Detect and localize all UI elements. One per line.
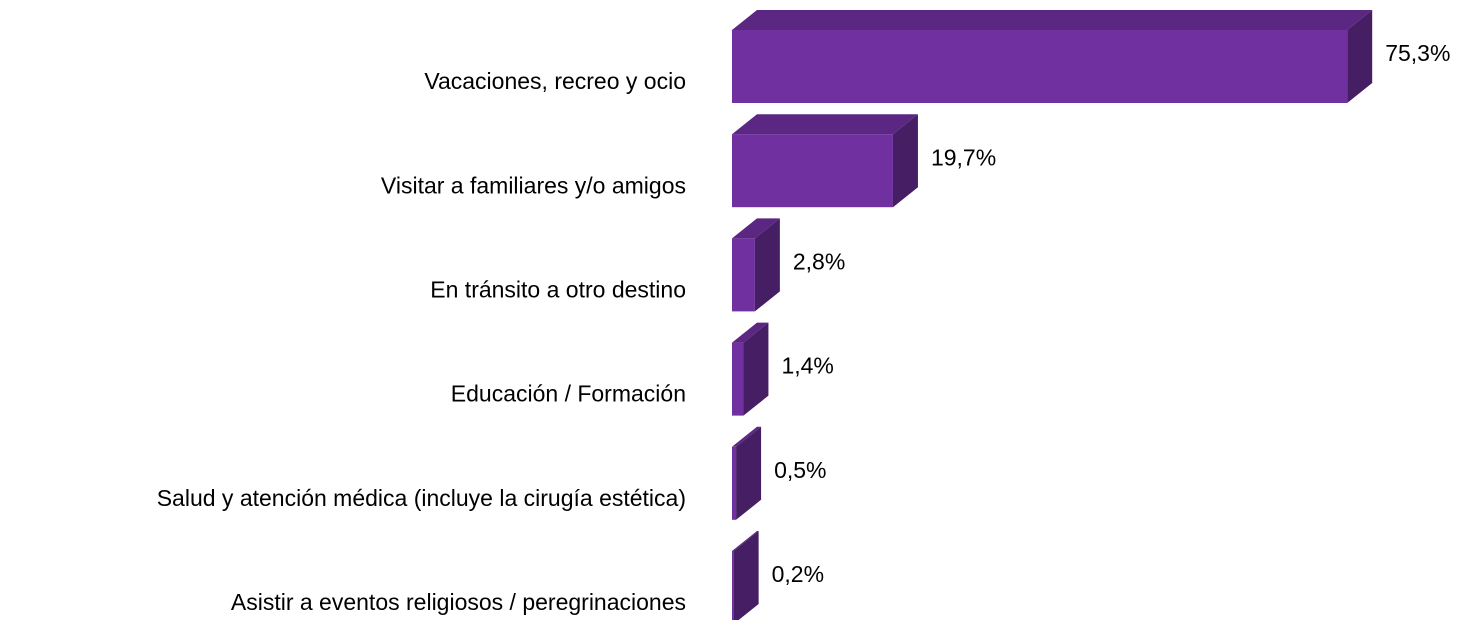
- value-label: 0,2%: [772, 561, 824, 587]
- value-label: 75,3%: [1385, 40, 1450, 66]
- bar: [732, 426, 762, 520]
- y-tick-label: Visitar a familiares y/o amigos: [381, 172, 686, 198]
- y-tick-label: Educación / Formación: [451, 381, 686, 407]
- bar-front: [732, 238, 755, 312]
- bar: [732, 114, 918, 208]
- y-tick-label: En tránsito a otro destino: [430, 276, 686, 302]
- bar: [732, 218, 780, 312]
- bar-top: [732, 426, 762, 447]
- bar-side: [736, 426, 762, 520]
- y-tick-label: Vacaciones, recreo y ocio: [424, 68, 686, 94]
- value-label: 1,4%: [781, 353, 833, 379]
- y-tick-label: Salud y atención médica (incluye la ciru…: [157, 485, 686, 511]
- y-tick-label: Asistir a eventos religiosos / peregrina…: [231, 589, 686, 615]
- value-label: 0,5%: [774, 457, 826, 483]
- bar-side: [892, 114, 918, 208]
- bar-front: [732, 134, 893, 208]
- bar-side: [754, 218, 780, 312]
- bar-front: [732, 446, 737, 520]
- bar-side: [1347, 10, 1373, 103]
- bar-front: [732, 551, 734, 620]
- value-label: 2,8%: [793, 248, 845, 274]
- bar-top: [732, 218, 780, 239]
- bar-top: [732, 531, 759, 551]
- bar-side: [733, 531, 759, 620]
- bar-top: [732, 10, 1373, 30]
- bar: [732, 10, 1373, 103]
- bar-front: [732, 30, 1348, 103]
- bar-front: [732, 342, 744, 416]
- value-label: 19,7%: [931, 144, 996, 170]
- bar-top: [732, 114, 918, 135]
- bar: [732, 531, 759, 620]
- bar-side: [743, 322, 769, 416]
- bar-top: [732, 322, 769, 343]
- bar: [732, 322, 769, 416]
